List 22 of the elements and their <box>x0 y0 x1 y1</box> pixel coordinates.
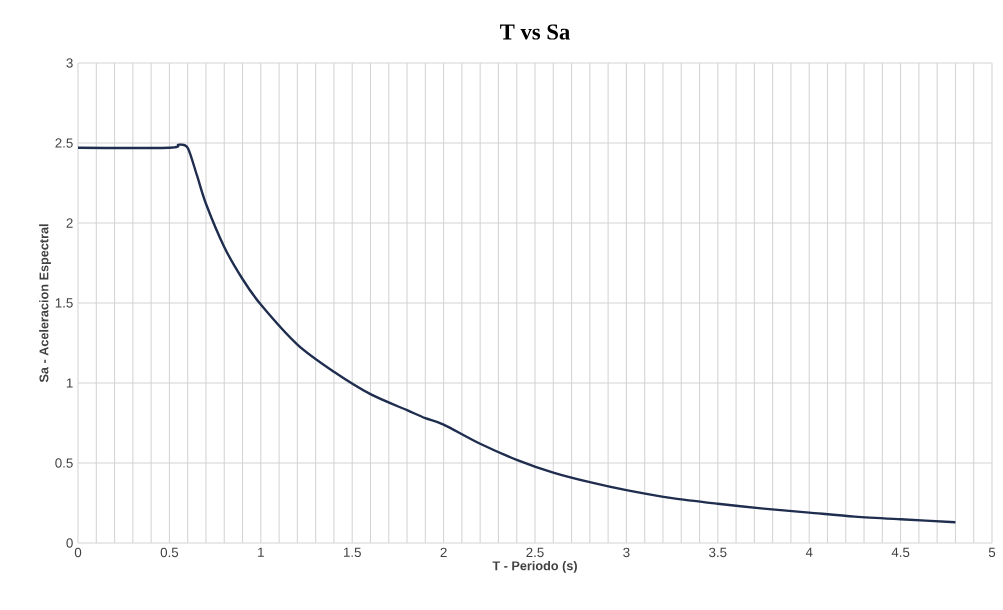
x-tick-label: 4 <box>805 547 813 557</box>
y-tick-label: 1.5 <box>55 298 73 308</box>
y-tick-label: 0.5 <box>55 458 73 468</box>
chart-title: T vs Sa <box>500 24 570 40</box>
y-tick-label: 0 <box>66 538 73 548</box>
x-tick-label: 4.5 <box>891 547 910 557</box>
x-tick-label: 3.5 <box>709 547 727 558</box>
x-tick-label: 2 <box>440 547 447 558</box>
y-tick-label: 2.5 <box>55 138 73 148</box>
x-tick-label: 1 <box>258 547 264 557</box>
y-tick-label: 3 <box>66 58 73 68</box>
y-tick-label: 2 <box>66 218 73 228</box>
line-series <box>78 143 957 524</box>
y-axis-title: Sa - Aceleracion Espectral <box>39 224 51 383</box>
x-tick-label: 5 <box>988 547 996 557</box>
x-tick-label: 0.5 <box>160 547 179 558</box>
x-axis-title: T - Periodo (s) <box>492 560 577 573</box>
y-tick-label: 1 <box>66 378 73 388</box>
x-tick-label: 1.5 <box>343 547 361 557</box>
x-tick-label: 0 <box>74 547 82 558</box>
x-tick-label: 2.5 <box>526 547 544 558</box>
x-tick-label: 3 <box>623 547 630 558</box>
